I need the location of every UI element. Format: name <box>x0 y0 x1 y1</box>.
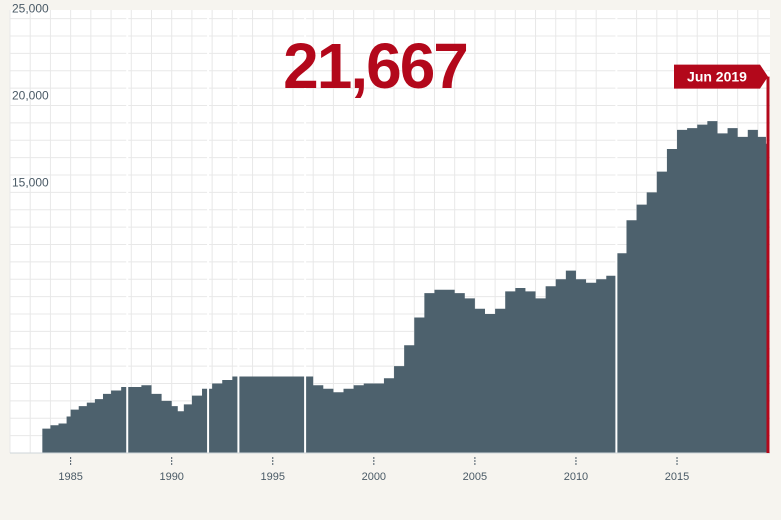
y-axis-labels: 15,000 20,000 25,000 <box>12 2 49 190</box>
x-axis-labels: 1985 1990 1995 2000 2005 2010 2015 <box>58 457 689 483</box>
x-tick-label: 2015 <box>665 471 689 483</box>
date-badge: Jun 2019 <box>674 64 768 89</box>
area-series <box>42 10 768 453</box>
area-fill <box>42 121 768 453</box>
x-tick-label: 1990 <box>159 471 183 483</box>
date-badge-label: Jun 2019 <box>687 69 747 85</box>
x-tick-label: 2010 <box>564 471 588 483</box>
y-tick-label: 15,000 <box>12 175 49 189</box>
x-tick-label: 2005 <box>463 471 487 483</box>
headline-value: 21,667 <box>283 30 467 102</box>
x-tick-label: 2000 <box>362 471 386 483</box>
x-tick-label: 1985 <box>58 471 82 483</box>
x-tick-label: 1995 <box>261 471 285 483</box>
y-tick-label: 20,000 <box>12 89 49 103</box>
date-badge-shape <box>674 64 768 89</box>
y-tick-label: 25,000 <box>12 2 49 16</box>
